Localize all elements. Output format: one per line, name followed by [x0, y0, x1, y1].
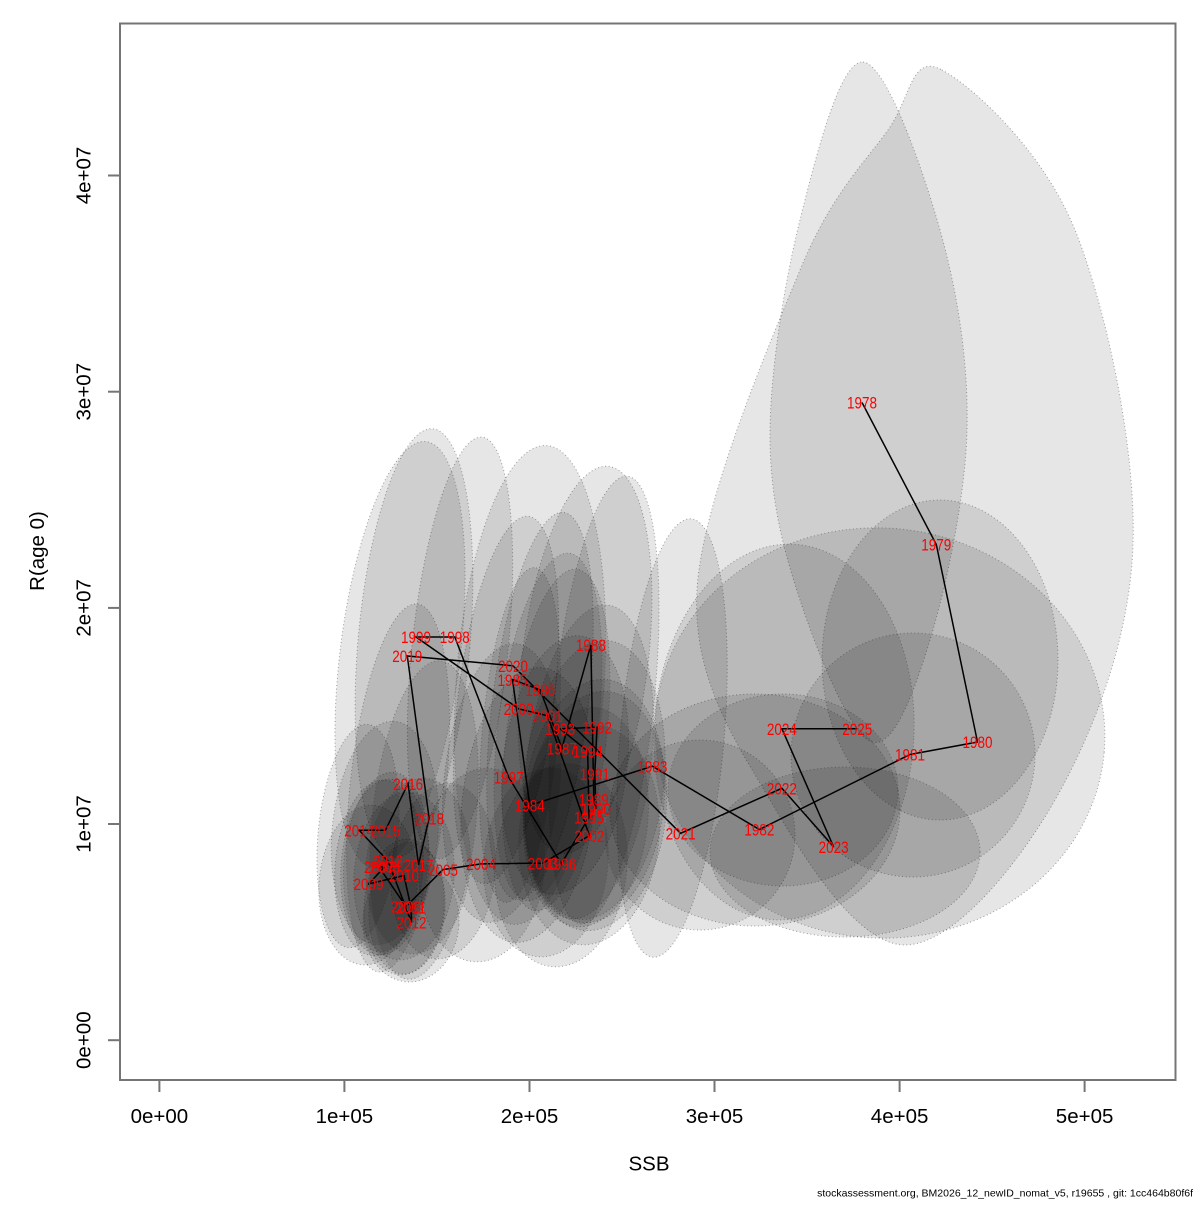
svg-text:1982: 1982 — [744, 821, 774, 840]
svg-text:2010: 2010 — [389, 867, 419, 886]
svg-text:2002: 2002 — [574, 827, 604, 846]
svg-text:2015: 2015 — [370, 822, 400, 841]
svg-text:1985: 1985 — [498, 671, 528, 690]
svg-text:3e+07: 3e+07 — [73, 363, 96, 421]
svg-text:4e+07: 4e+07 — [73, 147, 96, 205]
svg-text:2024: 2024 — [767, 720, 797, 739]
svg-text:1984: 1984 — [515, 797, 545, 816]
svg-text:5e+05: 5e+05 — [1056, 1105, 1114, 1128]
svg-text:2009: 2009 — [354, 875, 384, 894]
svg-text:SSB: SSB — [628, 1153, 669, 1176]
svg-text:1980: 1980 — [963, 733, 993, 752]
svg-text:2008: 2008 — [370, 858, 400, 877]
svg-text:1998: 1998 — [440, 628, 470, 647]
svg-text:2000: 2000 — [504, 700, 534, 719]
svg-text:2005: 2005 — [428, 861, 458, 880]
svg-text:1996: 1996 — [546, 855, 576, 874]
svg-text:1e+07: 1e+07 — [73, 795, 96, 853]
svg-text:1997: 1997 — [494, 768, 524, 787]
svg-text:2018: 2018 — [414, 809, 444, 828]
svg-text:1993: 1993 — [545, 720, 575, 739]
svg-text:2012: 2012 — [397, 914, 427, 933]
svg-text:2011: 2011 — [396, 899, 426, 918]
svg-text:1981: 1981 — [895, 746, 925, 765]
svg-text:1979: 1979 — [921, 536, 951, 555]
svg-text:2020: 2020 — [498, 657, 528, 676]
svg-text:1e+05: 1e+05 — [316, 1105, 374, 1128]
svg-text:0e+00: 0e+00 — [73, 1011, 96, 1069]
svg-text:2004: 2004 — [466, 855, 496, 874]
svg-text:1991: 1991 — [580, 765, 610, 784]
svg-text:2014: 2014 — [344, 822, 374, 841]
svg-text:2e+07: 2e+07 — [73, 579, 96, 637]
svg-text:2021: 2021 — [666, 825, 696, 844]
svg-text:1999: 1999 — [401, 628, 431, 647]
svg-text:1992: 1992 — [582, 719, 612, 738]
svg-text:1978: 1978 — [847, 394, 877, 413]
svg-text:2023: 2023 — [819, 838, 849, 857]
svg-text:2016: 2016 — [393, 775, 423, 794]
svg-text:2003: 2003 — [528, 854, 558, 873]
svg-text:1988: 1988 — [576, 636, 606, 655]
svg-text:0e+00: 0e+00 — [131, 1105, 189, 1128]
svg-text:1987: 1987 — [547, 740, 577, 759]
svg-text:3e+05: 3e+05 — [686, 1105, 744, 1128]
svg-text:2001: 2001 — [533, 707, 563, 726]
svg-text:2e+05: 2e+05 — [501, 1105, 559, 1128]
svg-text:1994: 1994 — [573, 742, 603, 761]
svg-text:1989: 1989 — [579, 791, 609, 810]
svg-text:2025: 2025 — [842, 720, 872, 739]
svg-text:2019: 2019 — [392, 647, 422, 666]
svg-text:1986: 1986 — [525, 681, 555, 700]
svg-text:1983: 1983 — [637, 757, 667, 776]
svg-text:2006: 2006 — [391, 898, 421, 917]
svg-text:2022: 2022 — [767, 780, 797, 799]
svg-text:2017: 2017 — [404, 856, 434, 875]
svg-text:4e+05: 4e+05 — [871, 1105, 929, 1128]
svg-text:2013: 2013 — [373, 852, 403, 871]
svg-text:R(age 0): R(age 0) — [26, 511, 49, 591]
svg-text:1995: 1995 — [574, 808, 604, 827]
svg-text:1990: 1990 — [581, 800, 611, 819]
svg-text:stockassessment.org, BM2026_12: stockassessment.org, BM2026_12_newID_nom… — [817, 1188, 1193, 1200]
svg-text:2007: 2007 — [364, 858, 394, 877]
